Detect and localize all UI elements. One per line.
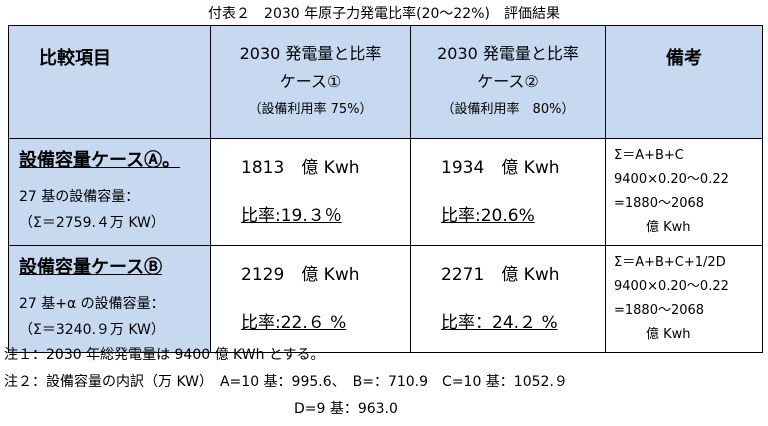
cell-text: 27 基の設備容量： <box>19 189 140 205</box>
header-cell: 比較項目 <box>8 25 211 139</box>
cell-text: =1880～2068 <box>614 196 705 211</box>
header-cell: 備考 <box>605 25 763 139</box>
table-cell: 2271 億 Kwh 比率：24.２ % <box>410 245 606 353</box>
table-cell: Σ＝A+B+C 9400×0.20～0.22 =1880～2068 億 Kwh <box>605 138 763 246</box>
cell-text: 1813 億 Kwh <box>241 158 360 178</box>
header-cell: 2030 発電量と比率 ケース① （設備利用率 75%） <box>210 25 411 139</box>
cell-text: 2129 億 Kwh <box>241 265 360 285</box>
header-text: 2030 発電量と比率 <box>239 44 382 63</box>
table-cell: 設備容量ケースⒷ 27 基+α の設備容量： （Σ＝3240.９万 KW） <box>8 245 211 353</box>
cell-text: （Σ＝2759.４万 KW） <box>19 215 165 231</box>
header-text: 比較項目 <box>39 48 111 69</box>
cell-text: （Σ＝3240.９万 KW） <box>19 322 165 338</box>
cell-text: 9400×0.20～0.22 <box>614 279 729 294</box>
table-cell: 2129 億 Kwh 比率:22.６ % <box>210 245 411 353</box>
cell-text: 1934 億 Kwh <box>441 158 560 178</box>
cell-text: 設備容量ケースⒶ。 <box>19 150 181 171</box>
header-text: ケース② <box>477 72 539 91</box>
header-text: 備考 <box>666 48 702 69</box>
cell-text: 比率:20.6% <box>441 206 535 226</box>
cell-text: 億 Kwh <box>646 327 691 342</box>
table-cell: 1934 億 Kwh 比率:20.6% <box>410 138 606 246</box>
cell-text: 億 Kwh <box>646 220 691 235</box>
notes: 注１：2030 年総発電量は 9400 億 KWh とする。 注２：設備容量の内… <box>4 342 568 423</box>
header-text: （設備利用率 75%） <box>248 102 373 117</box>
header-row: 比較項目 2030 発電量と比率 ケース① （設備利用率 75%） 2030 発電量… <box>8 25 763 139</box>
cell-text: 設備容量ケースⒷ <box>19 257 163 278</box>
cell-text: =1880～2068 <box>614 303 705 318</box>
cell-text: Σ＝A+B+C+1/2D <box>614 255 726 270</box>
table-cell: 設備容量ケースⒶ。 27 基の設備容量： （Σ＝2759.４万 KW） <box>8 138 211 246</box>
title: 付表２ 2030 年原子力発電比率(20～22%) 評価結果 <box>208 6 560 22</box>
cell-text: 27 基+α の設備容量： <box>19 296 165 312</box>
cell-text: Σ＝A+B+C <box>614 148 684 163</box>
table: 比較項目 2030 発電量と比率 ケース① （設備利用率 75%） 2030 発電量… <box>8 25 763 353</box>
note: 注２：設備容量の内訳（万 KW） A=10 基：995.6、 B=：710.9 … <box>4 374 568 390</box>
table-row: 設備容量ケースⒶ。 27 基の設備容量： （Σ＝2759.４万 KW） 1813 億 … <box>8 138 763 246</box>
header-text: 2030 発電量と比率 <box>437 44 579 63</box>
table-row: 設備容量ケースⒷ 27 基+α の設備容量： （Σ＝3240.９万 KW） 2129 … <box>8 245 763 353</box>
note: 注１：2030 年総発電量は 9400 億 KWh とする。 <box>4 347 325 363</box>
header-cell: 2030 発電量と比率 ケース② （設備利用率 80%） <box>410 25 606 139</box>
cell-text: 比率:22.６ % <box>241 313 347 333</box>
table-cell: 1813 億 Kwh 比率:19.３％ <box>210 138 411 246</box>
cell-text: 9400×0.20～0.22 <box>614 172 729 187</box>
header-text: ケース① <box>279 72 342 91</box>
cell-text: 比率：24.２ % <box>441 313 558 333</box>
note: D=9 基：963.0 <box>294 401 398 417</box>
table-cell: Σ＝A+B+C+1/2D 9400×0.20～0.22 =1880～2068 億 Kw… <box>605 245 763 353</box>
header-text: （設備利用率 80%） <box>441 102 575 117</box>
cell-text: 2271 億 Kwh <box>441 265 560 285</box>
cell-text: 比率:19.３％ <box>241 206 342 226</box>
